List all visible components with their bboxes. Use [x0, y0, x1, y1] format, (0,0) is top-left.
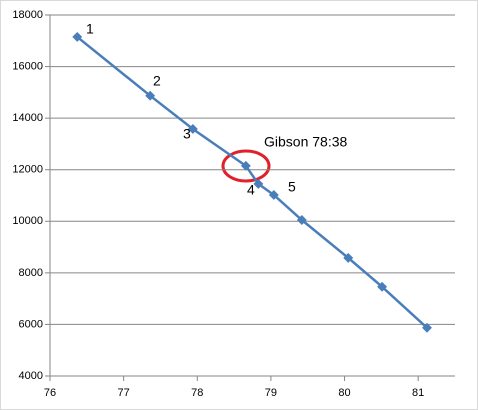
marker [268, 190, 279, 200]
x-tick-label: 79 [265, 387, 277, 399]
x-tick-label: 76 [44, 387, 56, 399]
x-tick-label: 80 [338, 387, 350, 399]
marker [343, 252, 354, 263]
y-tick-label: 18000 [12, 9, 43, 21]
highlight-circle [221, 149, 271, 183]
annotation: 3 [183, 126, 191, 142]
marker [72, 31, 83, 42]
series-line [76, 35, 428, 329]
x-tick-label: 77 [118, 387, 130, 399]
y-tick-label: 4000 [19, 370, 43, 382]
annotation: 1 [86, 21, 94, 37]
annotation: 2 [153, 73, 161, 89]
x-tick-label: 81 [412, 387, 424, 399]
x-tick-label: 78 [191, 387, 203, 399]
marker [240, 160, 251, 171]
y-tick-label: 14000 [12, 112, 43, 124]
annotation: 5 [288, 179, 296, 195]
marker [187, 124, 198, 134]
y-tick-label: 10000 [12, 215, 43, 227]
y-tick-label: 6000 [19, 318, 43, 330]
marker [377, 281, 388, 292]
marker [422, 322, 432, 333]
y-tick-label: 12000 [12, 164, 43, 176]
annotation: 4 [247, 182, 255, 198]
marker [145, 90, 156, 101]
y-tick-label: 16000 [12, 60, 43, 72]
marker [296, 215, 307, 225]
annotation: Gibson 78:38 [264, 134, 347, 150]
y-tick-label: 8000 [19, 267, 43, 279]
